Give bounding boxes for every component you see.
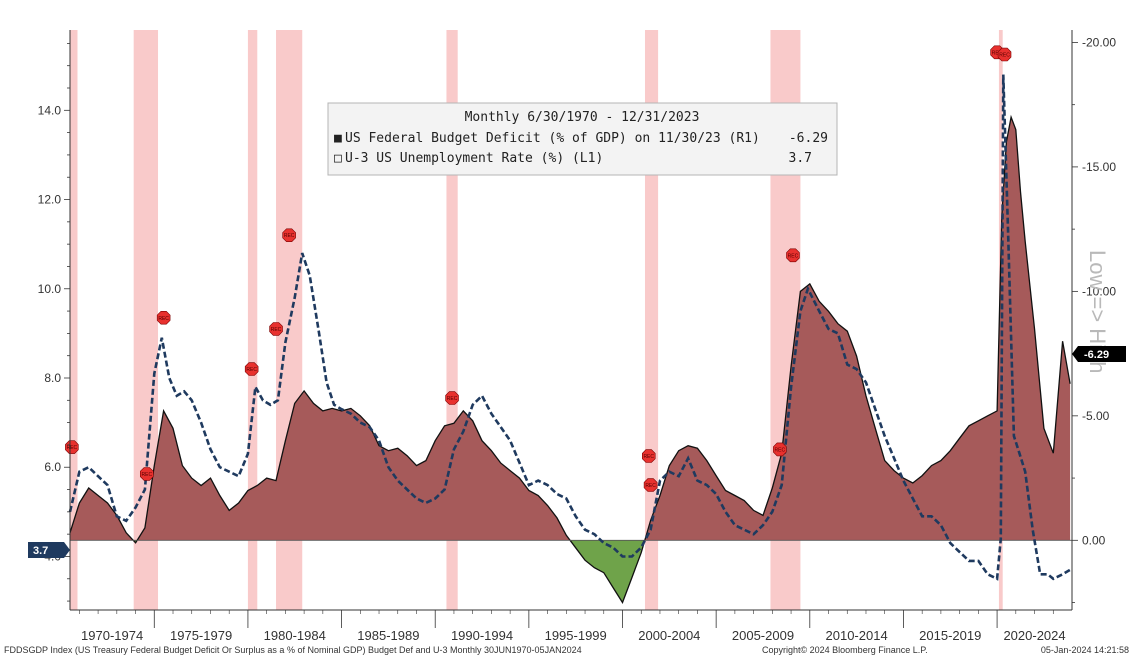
recession-marker-9 — [773, 442, 787, 457]
x-tick-label-8: 2010-2014 — [826, 628, 888, 643]
recession-marker-3 — [244, 362, 259, 376]
recession-marker-label-11: REC — [992, 50, 1003, 56]
recession-band-2 — [247, 30, 258, 610]
deficit-area-series — [69, 114, 1072, 604]
x-tick-label-4: 1990-1994 — [451, 628, 513, 643]
recession-marker-12 — [997, 47, 1012, 62]
recession-marker-label-2: REC — [158, 316, 169, 322]
recession-marker-label-0: REC — [67, 445, 78, 451]
surplus-area-fill — [133, 540, 645, 603]
legend-value-unemployment: 3.7 — [789, 151, 812, 166]
recession-marker-2 — [156, 310, 171, 325]
recession-band-4 — [446, 30, 458, 610]
right-tick-label-3: -5.00 — [1082, 409, 1110, 423]
right-tick-label-0: -20.00 — [1082, 35, 1116, 49]
recession-marker-label-7: REC — [643, 454, 654, 460]
x-tick-label-1: 1975-1979 — [170, 628, 232, 643]
recession-marker-4 — [282, 228, 296, 242]
left-tick-label-2: 8.0 — [44, 371, 61, 385]
x-tick-label-6: 2000-2004 — [638, 628, 700, 643]
footer: FDDSGDP Index (US Treasury Federal Budge… — [4, 645, 1129, 655]
left-tick-label-4: 12.0 — [38, 193, 62, 207]
footer-copyright: Copyright© 2024 Bloomberg Finance L.P. — [762, 645, 928, 655]
recession-marker-label-3: REC — [246, 367, 257, 373]
left-tick-label-3: 10.0 — [38, 282, 62, 296]
recession-marker-10 — [786, 248, 800, 263]
left-current-value-text: 3.7 — [33, 545, 48, 557]
recession-marker-label-6: REC — [447, 396, 458, 402]
deficit-area-fill — [70, 117, 1071, 541]
left-tick-label-1: 6.0 — [44, 460, 61, 474]
legend-value-deficit: -6.29 — [789, 131, 828, 146]
x-tick-label-9: 2015-2019 — [919, 628, 981, 643]
right-current-value-tag — [1072, 346, 1126, 362]
legend-box — [327, 102, 838, 176]
x-tick-label-5: 1995-1999 — [545, 628, 607, 643]
left-tick-label-5: 14.0 — [38, 103, 62, 117]
current-value-tags: 3.7 -6.29 — [28, 346, 1126, 558]
legend-label-unemployment: U-3 US Unemployment Rate (%) (L1) — [345, 151, 603, 166]
x-tick-label-3: 1985-1989 — [357, 628, 419, 643]
unemployment-line — [68, 74, 1071, 581]
legend-label-deficit: US Federal Budget Deficit (% of GDP) on … — [345, 131, 760, 146]
recession-marker-label-9: REC — [775, 447, 786, 453]
recession-marker-1 — [140, 467, 154, 481]
legend-title: Monthly 6/30/1970 - 12/31/2023 — [465, 110, 700, 125]
recession-marker-6 — [445, 391, 459, 405]
recession-marker-label-10: REC — [788, 253, 799, 259]
recession-marker-label-1: REC — [142, 472, 153, 478]
right-tick-label-1: -15.00 — [1082, 160, 1116, 174]
recession-marker-label-8: REC — [645, 483, 656, 489]
right-current-value-text: -6.29 — [1084, 349, 1109, 361]
legend: Monthly 6/30/1970 - 12/31/2023 ■ US Fede… — [327, 102, 838, 176]
x-tick-label-10: 2020-2024 — [1003, 628, 1065, 643]
recession-marker-8 — [643, 478, 658, 492]
recession-band-0 — [70, 30, 78, 610]
recession-marker-0 — [65, 440, 79, 454]
recession-marker-label-4: REC — [284, 233, 295, 239]
recession-marker-label-5: REC — [271, 327, 282, 333]
deficit-outline — [69, 114, 1071, 604]
recession-marker-label-12: REC — [999, 53, 1010, 59]
footer-source: FDDSGDP Index (US Treasury Federal Budge… — [4, 645, 582, 655]
recession-marker-5 — [269, 322, 283, 336]
footer-timestamp: 05-Jan-2024 14:21:58 — [1041, 645, 1129, 655]
right-tick-label-2: -10.00 — [1082, 284, 1116, 298]
recession-marker-7 — [641, 449, 656, 463]
right-tick-label-4: 0.00 — [1082, 533, 1106, 547]
left-current-value-tag — [28, 542, 70, 558]
x-tick-label-0: 1970-1974 — [81, 628, 143, 643]
x-tick-label-2: 1980-1984 — [264, 628, 326, 643]
legend-marker-deficit: ■ — [334, 131, 342, 146]
legend-marker-unemployment: □ — [334, 151, 342, 166]
unemployment-line-series — [68, 74, 1071, 581]
x-tick-label-7: 2005-2009 — [732, 628, 794, 643]
